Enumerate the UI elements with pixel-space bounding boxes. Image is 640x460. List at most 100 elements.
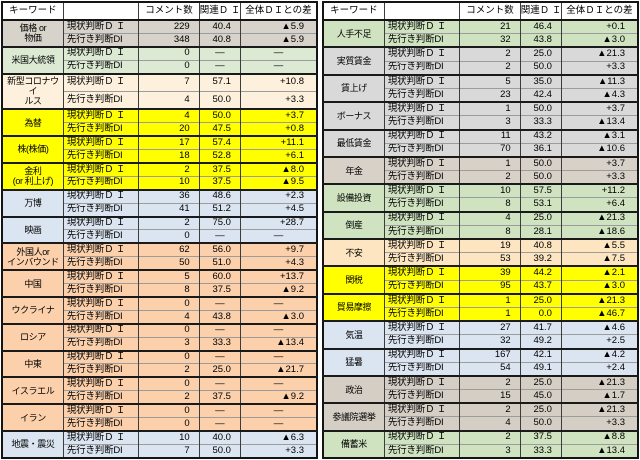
comment-count-cell: 50 <box>138 256 200 271</box>
keyword-cell: ロシア <box>1 322 64 351</box>
table-row: 先行き判断DI 18 52.8 +6.1 <box>2 148 318 163</box>
diff-from-overall-cell: ▲1.7 <box>560 389 639 404</box>
comment-count-cell: 2 <box>138 363 200 378</box>
di-type-cell: 現状判断Ｄ Ｉ <box>383 128 461 144</box>
di-type-cell: 先行き判断DI <box>383 334 461 349</box>
related-di-cell: 56.0 <box>198 242 241 257</box>
diff-from-overall-cell: +9.7 <box>239 242 318 257</box>
di-type-cell: 現状判断Ｄ Ｉ <box>383 292 461 308</box>
related-di-cell: 57.4 <box>198 135 241 150</box>
related-di-cell: — <box>198 59 241 74</box>
related-di-cell: — <box>198 417 241 432</box>
table-row: ロシア 現状判断Ｄ Ｉ 0— — <box>1 322 318 351</box>
related-di-cell: 41.7 <box>519 320 562 335</box>
table-row: 中東 現状判断Ｄ Ｉ 0— — <box>1 349 318 378</box>
table-row: 先行き判断DI 95 43.7 ▲3.0 <box>323 279 639 294</box>
di-type-cell: 先行き判断DI <box>383 389 461 404</box>
table-row: 先行き判断DI 8 37.5 ▲9.2 <box>2 283 318 297</box>
keyword-cell: 万博 <box>1 188 64 217</box>
table-row: 地震・震災 現状判断Ｄ Ｉ 10 40.0 ▲6.3 <box>1 429 318 458</box>
diff-from-overall-cell: +6.1 <box>239 148 318 163</box>
diff-from-overall-cell: +3.7 <box>560 101 639 116</box>
di-type-cell: 先行き判断DI <box>383 306 461 322</box>
di-type-cell: 現状判断Ｄ Ｉ <box>62 242 140 257</box>
di-type-cell: 現状判断Ｄ Ｉ <box>383 320 461 335</box>
table-row: 先行き判断DI 50 51.0 +4.3 <box>2 256 318 271</box>
comment-count-cell: 70 <box>459 142 521 157</box>
di-type-cell: 先行き判断DI <box>383 443 461 458</box>
comment-count-cell: 2 <box>459 429 521 445</box>
table-row: 先行き判断DI 4 50.0 +3.3 <box>323 416 639 431</box>
related-di-cell: 37.5 <box>519 429 562 445</box>
di-type-cell: 先行き判断DI <box>62 256 140 271</box>
table-row: 不安 現状判断Ｄ Ｉ 19 40.8 ▲5.5 <box>322 237 639 267</box>
header-row: キーワード コメント数 関連Ｄ Ｉ 全体ＤＩとの差 <box>1 2 318 21</box>
keyword-cell: 不安 <box>322 237 385 267</box>
header-row: キーワード コメント数 関連Ｄ Ｉ 全体ＤＩとの差 <box>322 2 639 21</box>
di-type-cell: 現状判断Ｄ Ｉ <box>383 374 461 390</box>
diff-from-overall-cell: ▲7.5 <box>560 252 639 267</box>
diff-from-overall-cell: ▲13.4 <box>560 443 639 458</box>
diff-from-overall-cell: ▲21.3 <box>560 402 639 417</box>
related-di-cell: 43.7 <box>519 279 562 294</box>
related-di-cell: 43.8 <box>198 309 241 324</box>
table-row: 先行き判断DI 0— — <box>2 59 318 74</box>
comment-count-cell: 32 <box>459 334 521 349</box>
diff-from-overall-cell: +2.3 <box>239 188 318 204</box>
keyword-di-table-right: キーワード コメント数 関連Ｄ Ｉ 全体ＤＩとの差 人手不足 現状判断Ｄ Ｉ 21 4… <box>322 1 639 459</box>
related-di-cell: 44.2 <box>519 265 562 281</box>
diff-from-overall-cell: — <box>239 45 318 61</box>
diff-from-overall-cell: +10.8 <box>239 72 318 92</box>
keyword-cell: 猛暑 <box>322 347 385 376</box>
diff-from-overall-cell: ▲3.0 <box>560 279 639 294</box>
table-row: 賃上げ 現状判断Ｄ Ｉ 5 35.0 ▲11.3 <box>322 73 639 103</box>
comment-count-cell: 0 <box>138 229 200 244</box>
related-di-cell: 25.0 <box>519 46 562 62</box>
comment-count-cell: 5 <box>138 269 200 284</box>
diff-from-overall-cell: ▲10.6 <box>560 142 639 157</box>
related-di-cell: 50.0 <box>519 101 562 116</box>
di-type-cell: 現状判断Ｄ Ｉ <box>383 210 461 226</box>
di-type-cell: 現状判断Ｄ Ｉ <box>62 188 140 204</box>
related-di-cell: 60.0 <box>198 269 241 284</box>
comment-count-cell: 3 <box>459 443 521 458</box>
keyword-cell: 参議院選挙 <box>322 402 385 431</box>
comment-count-cell: 0 <box>138 349 200 364</box>
related-di-cell: 25.0 <box>519 374 562 390</box>
header-related-di: 関連Ｄ Ｉ <box>198 2 241 21</box>
related-di-cell: — <box>198 349 241 364</box>
table-row: 金利 (or 利上げ) 現状判断Ｄ Ｉ 2 37.5 ▲8.0 <box>1 161 318 190</box>
table-row: 為替 現状判断Ｄ Ｉ 4 50.0 +3.7 <box>1 108 318 137</box>
comment-count-cell: 62 <box>138 242 200 257</box>
comment-count-cell: 2 <box>459 60 521 75</box>
di-type-cell: 現状判断Ｄ Ｉ <box>62 429 140 445</box>
di-type-cell: 現状判断Ｄ Ｉ <box>62 72 140 92</box>
di-type-cell: 先行き判断DI <box>383 87 461 103</box>
keyword-cell: 最低賃金 <box>322 128 385 157</box>
di-type-cell: 先行き判断DI <box>383 197 461 212</box>
diff-from-overall-cell: ▲8.0 <box>239 161 318 177</box>
table-row: 倒産 現状判断Ｄ Ｉ 4 25.0 ▲21.3 <box>322 210 639 239</box>
di-type-cell: 先行き判断DI <box>383 224 461 239</box>
diff-from-overall-cell: ▲4.3 <box>560 87 639 103</box>
di-type-cell: 現状判断Ｄ Ｉ <box>383 101 461 116</box>
comment-count-cell: 2 <box>459 170 521 185</box>
comment-count-cell: 10 <box>459 183 521 198</box>
related-di-cell: 40.4 <box>198 18 241 34</box>
di-type-cell: 先行き判断DI <box>62 390 140 405</box>
related-di-cell: 37.5 <box>198 175 241 190</box>
comment-count-cell: 1 <box>459 306 521 322</box>
related-di-cell: 43.2 <box>519 128 562 144</box>
diff-from-overall-cell: ▲9.5 <box>239 175 318 190</box>
di-type-cell: 先行き判断DI <box>383 279 461 294</box>
keyword-cell: 賃上げ <box>322 73 385 103</box>
diff-from-overall-cell: +3.3 <box>560 416 639 431</box>
table-row: 先行き判断DI 8 53.1 +6.4 <box>323 197 639 212</box>
diff-from-overall-cell: +6.4 <box>560 197 639 212</box>
comment-count-cell: 4 <box>138 309 200 324</box>
table-row: ウクライナ 現状判断Ｄ Ｉ 0— — <box>1 295 318 324</box>
table-row: 先行き判断DI 20 47.5 +0.8 <box>2 122 318 137</box>
comment-count-cell: 2 <box>138 215 200 230</box>
di-type-cell: 現状判断Ｄ Ｉ <box>62 135 140 150</box>
keyword-cell: 人手不足 <box>322 18 385 48</box>
